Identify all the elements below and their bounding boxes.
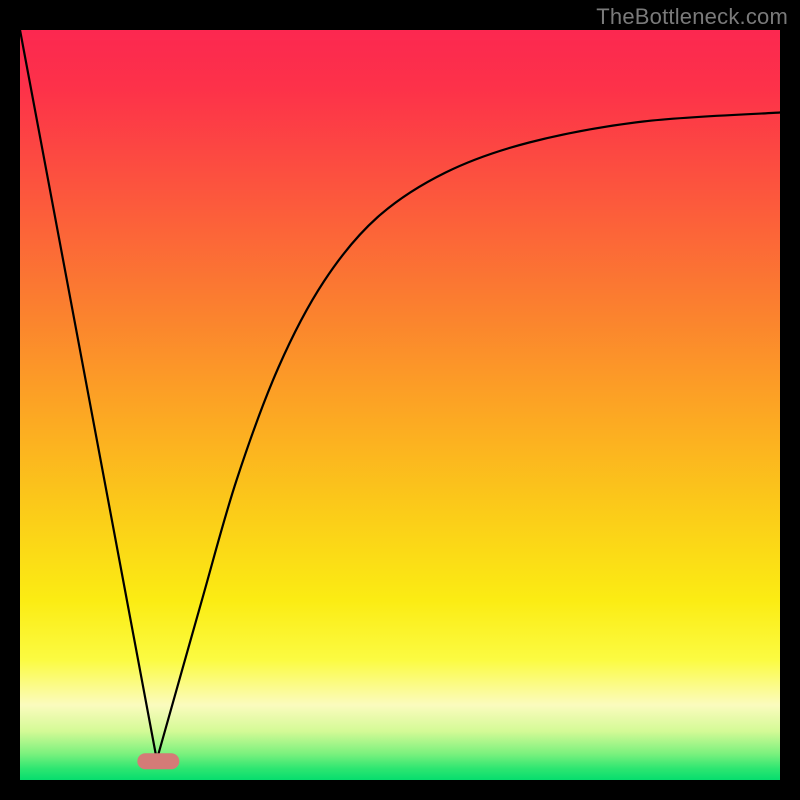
chart-container: TheBottleneck.com <box>0 0 800 800</box>
optimal-point-marker <box>137 753 179 769</box>
bottleneck-curve-chart <box>0 0 800 800</box>
watermark-text: TheBottleneck.com <box>596 4 788 30</box>
plot-background-gradient <box>20 30 780 780</box>
